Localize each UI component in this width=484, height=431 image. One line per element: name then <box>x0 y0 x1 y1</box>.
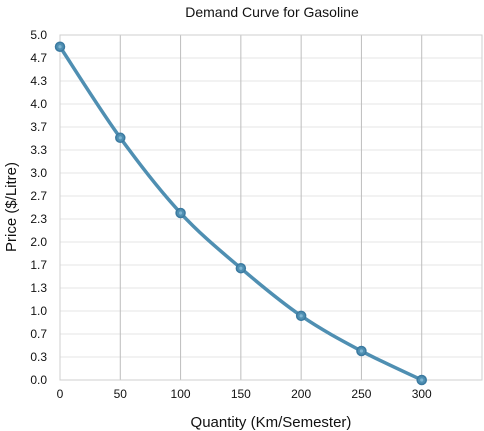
y-tick-label: 2.0 <box>30 235 47 249</box>
y-tick-label: 1.7 <box>30 258 47 272</box>
y-tick-label: 0.0 <box>30 373 47 387</box>
x-tick-label: 300 <box>412 387 432 401</box>
y-tick-label: 4.0 <box>30 97 47 111</box>
y-tick-label: 1.0 <box>30 304 47 318</box>
data-point-highlight <box>359 349 364 353</box>
y-tick-label: 3.3 <box>30 143 47 157</box>
y-tick-label: 2.3 <box>30 212 47 226</box>
data-point-highlight <box>420 378 424 382</box>
y-tick-label: 1.3 <box>30 281 47 295</box>
y-tick-label: 2.7 <box>30 189 47 203</box>
y-tick-label: 3.0 <box>30 166 47 180</box>
x-axis-label: Quantity (Km/Semester) <box>191 414 352 431</box>
x-tick-label: 0 <box>57 387 64 401</box>
plot-frame <box>59 34 483 381</box>
chart-grid <box>60 34 482 381</box>
data-point-highlight <box>58 45 62 49</box>
y-tick-label: 3.7 <box>30 120 47 134</box>
chart-title: Demand Curve for Gasoline <box>185 4 359 20</box>
y-axis-ticks: 5.0 4.7 4.3 4.0 3.7 3.3 3.0 2.7 2.3 2.0 1.7 1.3 1.0 0… <box>30 28 47 387</box>
y-axis-label: Price ($/Litre) <box>3 162 20 252</box>
data-points <box>54 41 427 386</box>
y-tick-label: 4.7 <box>30 51 47 65</box>
x-tick-label: 50 <box>114 387 128 401</box>
y-tick-label: 0.3 <box>30 350 47 364</box>
data-point-highlight <box>178 211 183 215</box>
y-tick-label: 4.3 <box>30 74 47 88</box>
data-point-highlight <box>118 136 122 140</box>
x-tick-label: 100 <box>171 387 191 401</box>
data-point-highlight <box>299 314 303 318</box>
y-tick-label: 5.0 <box>30 28 47 42</box>
x-tick-label: 250 <box>351 387 371 401</box>
data-point-highlight <box>239 266 243 270</box>
x-axis-ticks: 0 50 100 150 200 250 300 <box>57 387 432 401</box>
x-tick-label: 200 <box>291 387 311 401</box>
x-tick-label: 150 <box>231 387 251 401</box>
y-tick-label: 0.7 <box>30 327 47 341</box>
